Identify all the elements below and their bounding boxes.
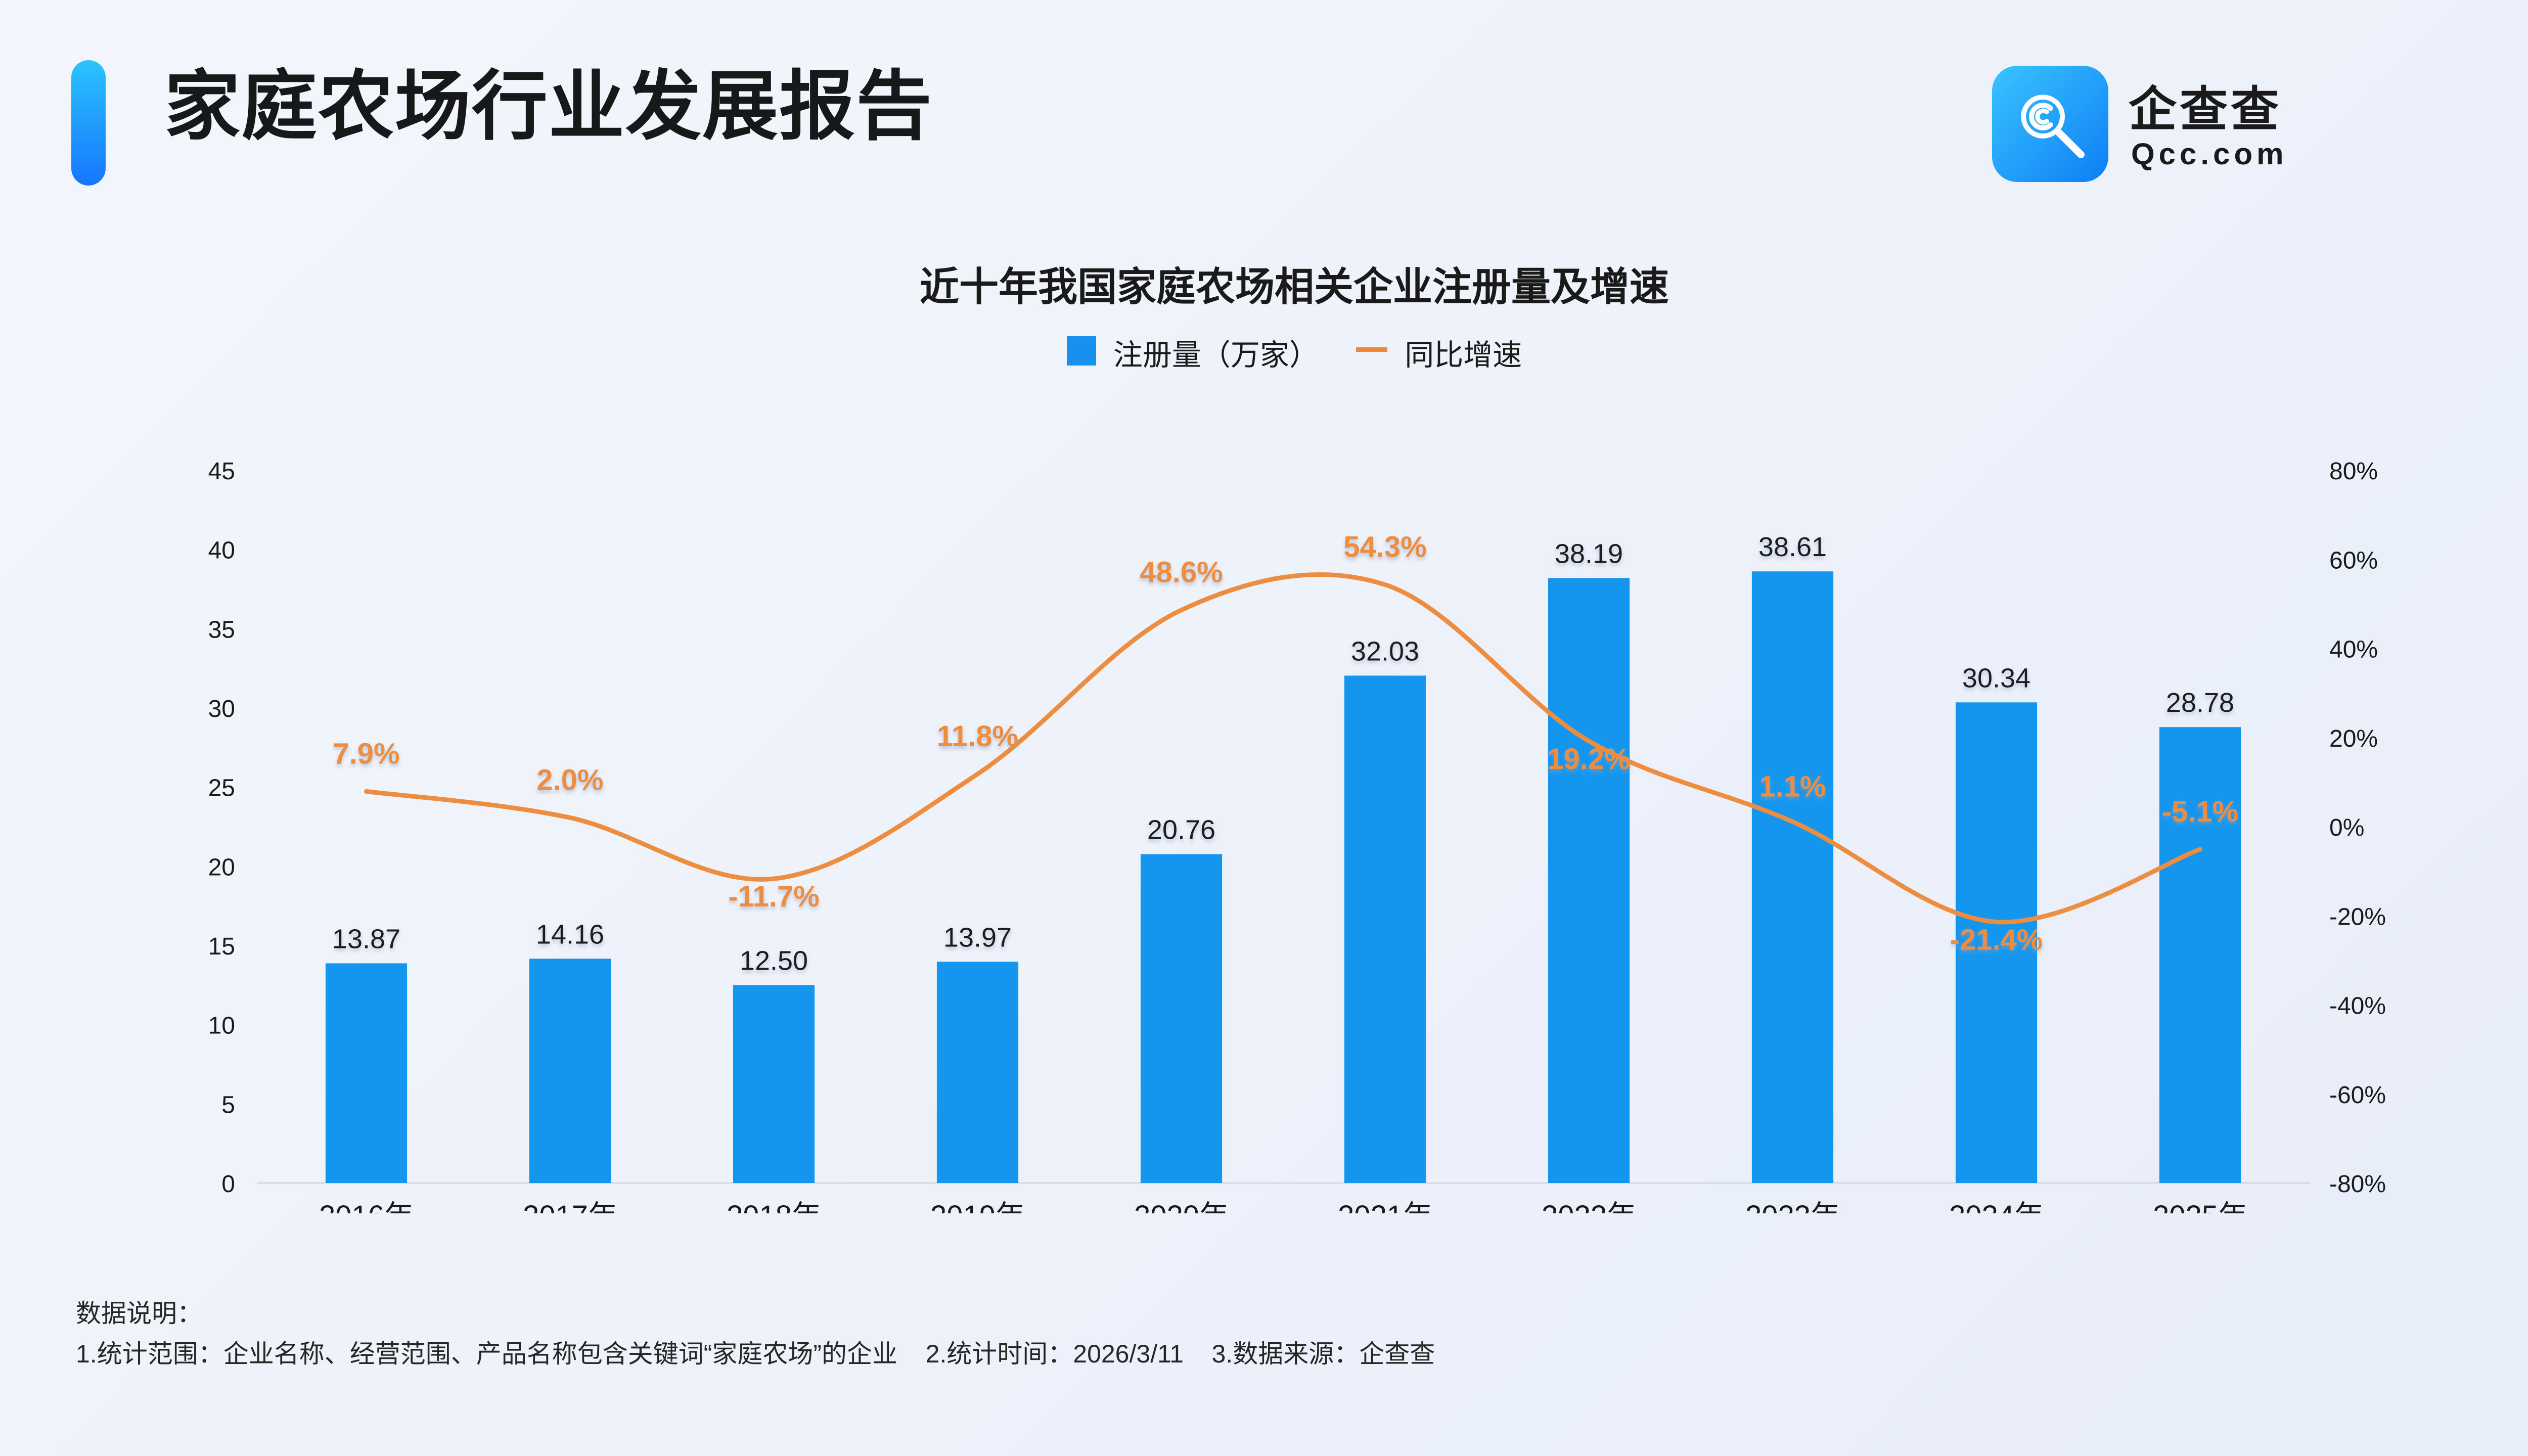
svg-text:40%: 40% — [2329, 636, 2378, 663]
svg-text:60%: 60% — [2329, 547, 2378, 574]
svg-text:2021年: 2021年 — [1338, 1200, 1432, 1213]
svg-text:5: 5 — [221, 1091, 235, 1118]
svg-text:48.6%: 48.6% — [1140, 556, 1223, 589]
svg-text:-40%: -40% — [2329, 993, 2386, 1020]
svg-text:32.03: 32.03 — [1351, 636, 1419, 666]
svg-text:13.87: 13.87 — [332, 924, 400, 954]
svg-text:12.50: 12.50 — [740, 945, 808, 976]
svg-text:7.9%: 7.9% — [333, 737, 399, 770]
svg-text:30: 30 — [208, 696, 235, 722]
svg-text:20%: 20% — [2329, 725, 2378, 752]
svg-text:30.34: 30.34 — [1962, 663, 2030, 693]
svg-text:11.8%: 11.8% — [937, 720, 1018, 753]
svg-text:35: 35 — [208, 616, 235, 643]
svg-text:2022年: 2022年 — [1542, 1200, 1636, 1213]
svg-text:-21.4%: -21.4% — [1950, 924, 2043, 957]
svg-text:38.61: 38.61 — [1758, 532, 1827, 562]
svg-text:-60%: -60% — [2329, 1082, 2386, 1109]
svg-text:-80%: -80% — [2329, 1171, 2386, 1198]
svg-text:38.19: 38.19 — [1555, 538, 1623, 569]
svg-text:2025年: 2025年 — [2153, 1200, 2247, 1213]
svg-text:10: 10 — [208, 1013, 235, 1039]
svg-text:20: 20 — [208, 854, 235, 881]
svg-text:0: 0 — [221, 1171, 235, 1198]
svg-text:54.3%: 54.3% — [1343, 531, 1426, 564]
svg-text:2020年: 2020年 — [1134, 1200, 1229, 1213]
svg-text:13.97: 13.97 — [943, 922, 1012, 952]
svg-text:2016年: 2016年 — [319, 1200, 414, 1213]
svg-text:25: 25 — [208, 775, 235, 802]
svg-text:20.76: 20.76 — [1147, 815, 1215, 845]
svg-text:-5.1%: -5.1% — [2162, 795, 2239, 828]
svg-text:2017年: 2017年 — [523, 1200, 617, 1213]
svg-text:-11.7%: -11.7% — [728, 880, 820, 913]
svg-text:15: 15 — [208, 933, 235, 960]
svg-text:2018年: 2018年 — [727, 1200, 821, 1213]
svg-text:2.0%: 2.0% — [536, 763, 603, 796]
svg-text:1.1%: 1.1% — [1759, 770, 1826, 803]
svg-text:-20%: -20% — [2329, 903, 2386, 930]
svg-text:2023年: 2023年 — [1745, 1200, 1840, 1213]
svg-text:14.16: 14.16 — [536, 919, 604, 949]
svg-text:28.78: 28.78 — [2166, 688, 2234, 718]
svg-text:40: 40 — [208, 537, 235, 564]
svg-text:0%: 0% — [2329, 814, 2364, 841]
svg-text:2019年: 2019年 — [930, 1200, 1025, 1213]
svg-text:2024年: 2024年 — [1949, 1200, 2044, 1213]
svg-text:80%: 80% — [2329, 458, 2378, 485]
svg-text:19.2%: 19.2% — [1547, 743, 1630, 776]
svg-text:45: 45 — [208, 458, 235, 485]
